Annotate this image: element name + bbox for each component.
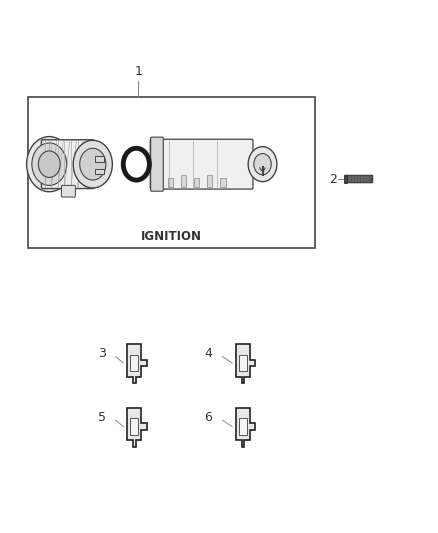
Circle shape	[80, 148, 106, 180]
FancyBboxPatch shape	[150, 139, 253, 189]
Circle shape	[123, 148, 149, 180]
Bar	[220, 178, 226, 188]
Text: 3: 3	[98, 348, 106, 360]
Text: 5: 5	[98, 411, 106, 424]
Bar	[130, 354, 138, 372]
Text: 2: 2	[328, 173, 336, 185]
FancyBboxPatch shape	[42, 140, 94, 189]
Text: 4: 4	[205, 348, 212, 360]
Text: 1: 1	[134, 65, 142, 78]
FancyBboxPatch shape	[151, 137, 163, 191]
Circle shape	[27, 136, 72, 192]
Bar	[130, 418, 138, 435]
Bar	[194, 178, 199, 188]
Polygon shape	[236, 344, 255, 383]
Polygon shape	[127, 344, 147, 383]
Bar	[95, 169, 104, 174]
FancyBboxPatch shape	[345, 175, 373, 183]
Bar	[168, 178, 173, 188]
Bar	[239, 354, 247, 372]
Polygon shape	[127, 408, 147, 447]
Bar	[344, 175, 347, 183]
FancyBboxPatch shape	[61, 185, 75, 197]
Circle shape	[39, 151, 60, 177]
Bar	[181, 175, 186, 188]
Bar	[239, 418, 247, 435]
Circle shape	[73, 140, 113, 188]
Circle shape	[254, 154, 271, 175]
Circle shape	[32, 143, 67, 185]
Bar	[95, 156, 104, 161]
Bar	[28, 97, 315, 248]
Polygon shape	[236, 408, 255, 447]
Circle shape	[248, 147, 277, 182]
Text: IGNITION: IGNITION	[141, 230, 201, 243]
Bar	[207, 175, 212, 188]
Text: 6: 6	[205, 411, 212, 424]
